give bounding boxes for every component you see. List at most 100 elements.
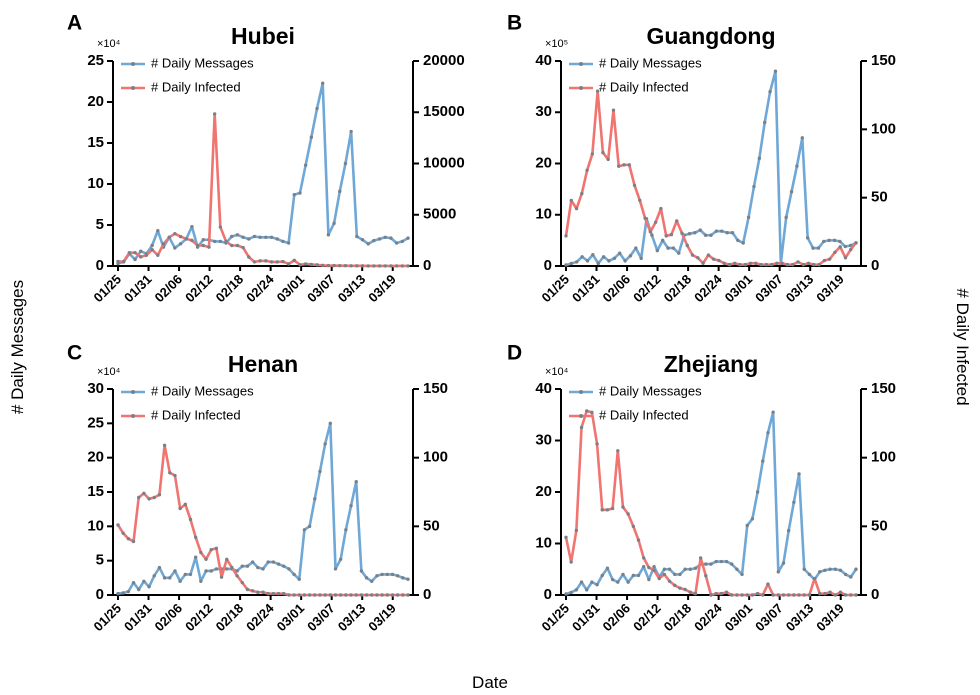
data-point [752, 184, 756, 189]
data-point [786, 528, 791, 533]
series-line [565, 410, 858, 596]
legend-item: # Daily Messages [121, 383, 254, 398]
data-point [736, 238, 740, 243]
legend-marker [131, 414, 135, 418]
data-point [377, 237, 382, 241]
data-point [121, 259, 126, 264]
data-point [585, 259, 590, 263]
data-point [241, 245, 245, 250]
data-point [193, 535, 198, 540]
x-tick-label: 01/25 [91, 272, 125, 306]
data-point [161, 242, 166, 246]
data-point [303, 262, 308, 266]
data-point [849, 247, 853, 252]
x-tick-label: 02/18 [213, 601, 247, 635]
data-point [669, 232, 674, 237]
data-point [349, 593, 353, 597]
data-point [704, 562, 708, 566]
data-point [309, 135, 314, 139]
left-tick-label: 25 [87, 414, 104, 431]
data-point [173, 473, 177, 478]
data-point [696, 256, 700, 260]
data-point [116, 591, 120, 596]
x-tick-label: 02/24 [243, 271, 277, 305]
data-point [247, 255, 251, 259]
left-tick-label: 0 [544, 586, 552, 603]
data-point [636, 573, 641, 578]
data-point [383, 235, 387, 239]
x-tick-label: 03/01 [722, 272, 756, 306]
data-point [121, 531, 125, 535]
shared-x-axis-label: Date [472, 673, 508, 692]
data-point [641, 556, 646, 560]
x-tick-label: 03/19 [365, 601, 399, 635]
left-axis-multiplier: ×10⁵ [545, 38, 568, 50]
data-point [355, 264, 359, 268]
data-point [199, 550, 203, 555]
panel-letter: D [507, 342, 522, 365]
x-tick-label: 02/18 [213, 272, 247, 306]
data-point [173, 232, 177, 236]
data-point [318, 469, 322, 474]
data-point [827, 257, 832, 261]
data-point [564, 234, 568, 238]
data-point [224, 239, 228, 244]
data-point [711, 257, 716, 261]
data-point [241, 235, 245, 239]
data-point [833, 250, 837, 255]
data-point [564, 592, 568, 596]
panel-title: Hubei [231, 23, 295, 49]
data-point [313, 593, 317, 597]
data-point [817, 262, 821, 267]
data-point [178, 242, 183, 246]
left-tick-label: 0 [96, 257, 104, 274]
x-tick-label: 02/12 [182, 601, 216, 635]
x-tick-label: 01/25 [91, 601, 125, 635]
data-point [201, 238, 205, 242]
data-point [370, 579, 374, 583]
x-tick-label: 02/12 [630, 272, 664, 306]
data-point [178, 579, 182, 583]
data-point [328, 421, 333, 426]
data-point [250, 589, 255, 593]
data-point [789, 189, 794, 194]
right-tick-label: 50 [423, 517, 440, 534]
data-point [688, 590, 692, 594]
legend-item: # Daily Infected [121, 79, 241, 94]
data-point [569, 261, 574, 266]
data-point [126, 589, 131, 594]
data-point [157, 565, 162, 570]
legend-item: # Daily Infected [121, 407, 241, 422]
data-point [590, 580, 594, 584]
data-point [349, 129, 353, 134]
data-point [763, 120, 767, 125]
data-point [579, 580, 584, 584]
data-point [315, 263, 319, 267]
data-point [833, 593, 837, 597]
data-point [264, 235, 268, 239]
data-point [796, 260, 800, 264]
data-point [333, 593, 338, 597]
legend-marker [131, 86, 135, 90]
left-axis-multiplier: ×10⁴ [97, 366, 121, 378]
data-point [698, 556, 703, 560]
data-point [147, 585, 151, 589]
data-point [230, 234, 234, 239]
data-point [741, 241, 745, 245]
x-tick-label: 02/06 [152, 272, 186, 306]
data-point [709, 593, 713, 597]
legend-label: # Daily Infected [599, 407, 689, 422]
x-tick-label: 03/13 [783, 272, 817, 306]
data-point [724, 559, 729, 564]
panel-title: Henan [228, 351, 298, 377]
series-daily-infected [564, 89, 858, 267]
data-point [225, 557, 229, 561]
legend-label: # Daily Infected [151, 79, 241, 94]
right-tick-label: 5000 [423, 206, 456, 223]
series-line [564, 409, 856, 597]
data-point [286, 241, 291, 245]
data-point [269, 260, 274, 264]
data-point [595, 442, 599, 446]
data-point [178, 234, 183, 239]
data-point [139, 255, 143, 259]
